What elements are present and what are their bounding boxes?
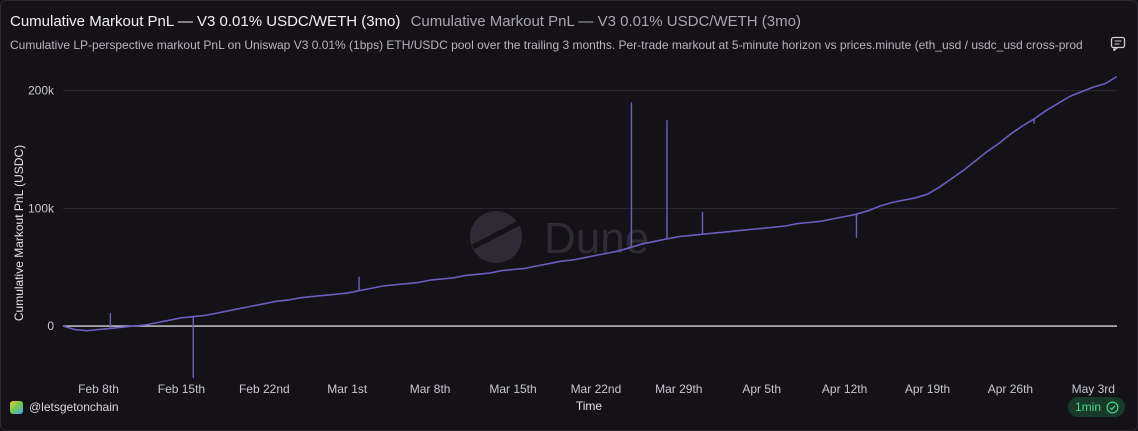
y-tick-label: 100k	[28, 201, 55, 215]
x-tick-label: May 3rd	[1072, 382, 1115, 396]
x-tick-label: Mar 22nd	[571, 382, 622, 396]
comment-icon	[1110, 36, 1126, 52]
chart-title[interactable]: Cumulative Markout PnL — V3 0.01% USDC/W…	[10, 13, 401, 30]
x-axis-title: Time	[576, 399, 603, 413]
x-tick-label: Mar 8th	[410, 382, 451, 396]
dune-logo-icon	[470, 211, 522, 263]
y-axis-title: Cumulative Markout PnL (USDC)	[12, 145, 26, 321]
y-tick-label: 0	[47, 319, 54, 333]
x-tick-label: Feb 15th	[158, 382, 205, 396]
x-tick-label: Apr 12th	[822, 382, 867, 396]
x-tick-label: Mar 15th	[489, 382, 536, 396]
x-tick-label: Mar 29th	[655, 382, 702, 396]
refresh-label: 1min	[1074, 400, 1101, 414]
author-avatar	[10, 400, 23, 414]
x-tick-label: Feb 22nd	[239, 382, 290, 396]
y-axis-ticks: 0 100k 200k	[28, 84, 55, 333]
comment-button[interactable]	[1110, 36, 1126, 52]
author-name: @letsgetonchain	[29, 400, 119, 414]
title-row: Cumulative Markout PnL — V3 0.01% USDC/W…	[10, 13, 801, 31]
author-link[interactable]: @letsgetonchain	[10, 400, 119, 414]
x-tick-label: Apr 26th	[988, 382, 1033, 396]
x-axis-ticks: Feb 8th Feb 15th Feb 22nd Mar 1st Mar 8th Mar…	[78, 382, 1115, 396]
refresh-badge[interactable]: 1min	[1067, 397, 1125, 417]
series-layer	[62, 75, 1118, 378]
x-tick-label: Feb 8th	[78, 382, 119, 396]
query-subtitle[interactable]: Cumulative Markout PnL — V3 0.01% USDC/W…	[410, 13, 801, 30]
watermark: Dune	[470, 211, 649, 263]
x-tick-label: Apr 5th	[742, 382, 781, 396]
x-tick-label: Mar 1st	[327, 382, 368, 396]
y-tick-label: 200k	[28, 84, 55, 98]
series-line	[62, 75, 1118, 332]
grid-lines	[63, 90, 1117, 327]
check-circle-icon	[1106, 401, 1119, 413]
chart-description: Cumulative LP-perspective markout PnL on…	[10, 38, 1083, 52]
x-tick-label: Apr 19th	[905, 382, 950, 396]
